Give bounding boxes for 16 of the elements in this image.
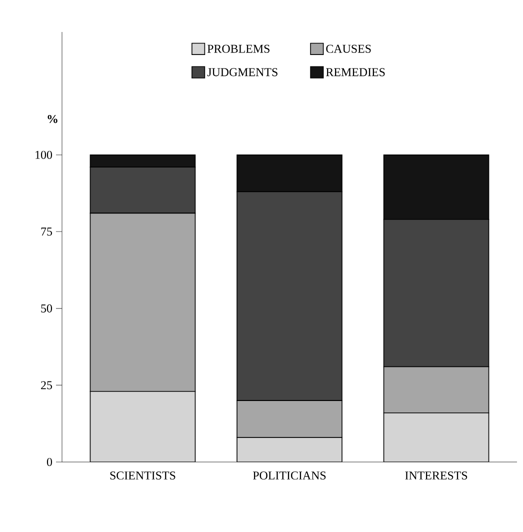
- y-axis-title: %: [48, 114, 58, 124]
- x-tick-label: SCIENTISTS: [110, 472, 176, 480]
- legend-label: JUDGMENTS: [207, 68, 278, 76]
- y-tick-label: 0: [46, 458, 52, 466]
- x-tick-label: POLITICIANS: [252, 472, 326, 480]
- bar: [236, 437, 342, 462]
- legend-label: PROBLEMS: [207, 44, 270, 53]
- y-tick-label: 25: [41, 381, 52, 390]
- bar: [90, 390, 196, 462]
- legend-label: REMEDIES: [326, 68, 385, 76]
- x-tick-label: INTERESTS: [405, 472, 468, 480]
- legend-label: CAUSES: [326, 44, 371, 53]
- y-tick-label: 50: [41, 304, 52, 312]
- y-tick-label: 75: [41, 228, 52, 236]
- y-tick-label: 100: [36, 150, 52, 159]
- bar: [383, 412, 490, 462]
